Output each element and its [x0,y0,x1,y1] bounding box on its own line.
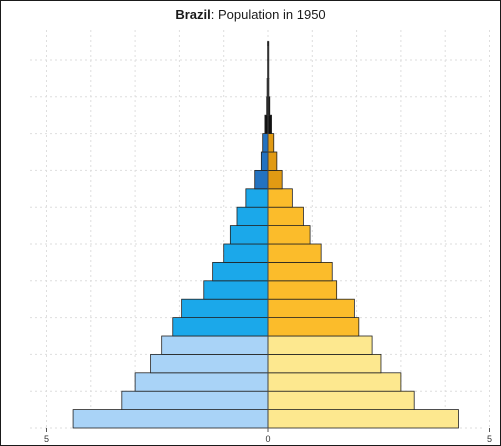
bar-right-age-group-14 [267,151,278,171]
x-axis: 5 0 5 [44,46,492,444]
bar-right-age-group-7 [267,280,338,300]
bar-left-age-group-9 [223,243,269,263]
bar-right-age-group-5 [267,317,360,337]
bar-right-age-group-15 [267,133,275,153]
bar-right-age-group-1 [267,390,415,411]
bar-left-age-group-10 [229,225,269,245]
bar-left-age-group-1 [121,390,269,411]
bar-left-age-group-15 [262,133,269,153]
bars [72,41,459,429]
chart-title-country: Brazil [175,7,211,22]
bar-left-age-group-4 [161,335,269,355]
bar-right-age-group-11 [267,206,304,226]
chart-title-text: : Population in 1950 [210,7,326,22]
x-tick-label: 0 [265,434,270,444]
x-tick-label: 5 [487,434,492,444]
bar-left-age-group-12 [245,188,269,208]
bar-right-age-group-0 [267,409,459,429]
chart-title: Brazil: Population in 1950 [0,7,501,22]
bar-right-age-group-13 [267,169,283,190]
bar-left-age-group-8 [212,261,269,282]
bar-right-age-group-12 [267,188,293,208]
bar-left-age-group-5 [172,317,269,337]
bar-right-age-group-2 [267,372,402,392]
bar-right-age-group-8 [267,261,333,282]
bar-right-age-group-16 [267,114,272,134]
x-tick-label: 5 [44,434,49,444]
bar-left-age-group-3 [150,353,269,374]
bar-left-age-group-6 [181,298,269,319]
bar-left-age-group-14 [260,151,269,171]
bar-left-age-group-7 [203,280,269,300]
bar-left-age-group-13 [254,169,269,190]
bar-left-age-group-0 [72,409,269,429]
bar-right-age-group-10 [267,225,311,245]
bar-right-age-group-3 [267,353,382,374]
bar-right-age-group-4 [267,335,373,355]
bar-left-age-group-11 [236,206,269,226]
bar-left-age-group-2 [134,372,269,392]
bar-right-age-group-6 [267,298,355,319]
bar-right-age-group-9 [267,243,322,263]
